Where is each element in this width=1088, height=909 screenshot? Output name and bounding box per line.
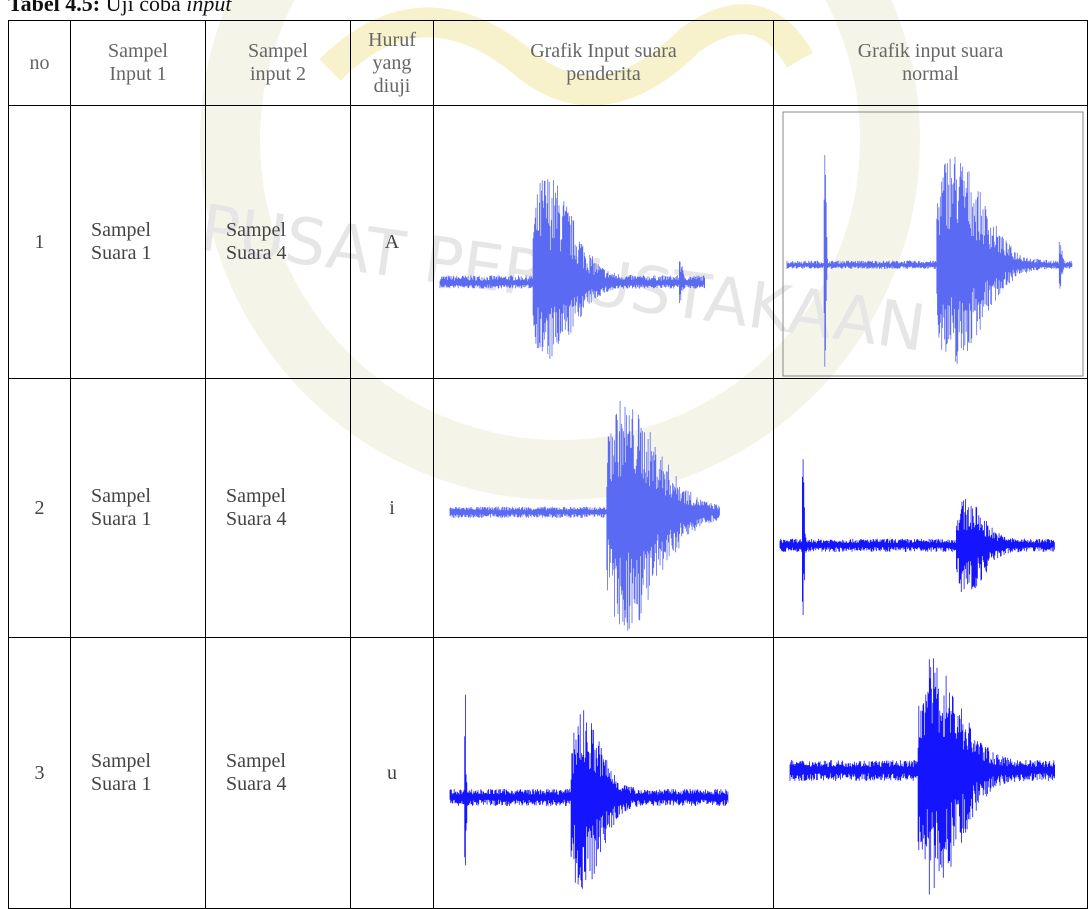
header-cell: Grafik input suara normal [773, 20, 1088, 106]
header-row: no Sampel Input 1 Sampel input 2 Huruf yang… [8, 20, 1088, 106]
header-cell: Huruf yang diuji [350, 20, 434, 106]
table-cell: Sampel Suara 4 [205, 637, 351, 909]
table-cell: i [350, 378, 434, 638]
table-cell: Sampel Suara 1 [70, 105, 206, 379]
table-cell: A [350, 105, 434, 379]
table-cell: Sampel Suara 4 [205, 105, 351, 379]
header-cell: no [8, 20, 71, 106]
graph-cell [773, 105, 1088, 379]
table-cell: Sampel Suara 1 [70, 637, 206, 909]
caption: Tabel 4.5: Uji coba input [8, 0, 231, 17]
graph-cell [773, 378, 1088, 638]
table-body: 1 Sampel Suara 1 Sampel Suara 4 A 2 Sampel Su… [8, 105, 1088, 909]
graph-cell [433, 637, 774, 909]
graph-cell [433, 105, 774, 379]
caption-emphasis: input [186, 0, 232, 16]
header-cell: Sampel Input 1 [70, 20, 206, 106]
caption-text: Uji coba [105, 0, 181, 16]
table-cell: 1 [8, 105, 71, 379]
results-table: no Sampel Input 1 Sampel input 2 Huruf yang… [8, 20, 1088, 909]
table-cell: 3 [8, 637, 71, 909]
header-cell: Grafik Input suara penderita [433, 20, 774, 106]
header-cell: Sampel input 2 [205, 20, 351, 106]
table-cell: Sampel Suara 1 [70, 378, 206, 638]
graph-cell [773, 637, 1088, 909]
caption-label: Tabel 4.5: [8, 0, 101, 16]
graph-cell [433, 378, 774, 638]
table-cell: Sampel Suara 4 [205, 378, 351, 638]
table-cell: 2 [8, 378, 71, 638]
table-cell: u [350, 637, 434, 909]
